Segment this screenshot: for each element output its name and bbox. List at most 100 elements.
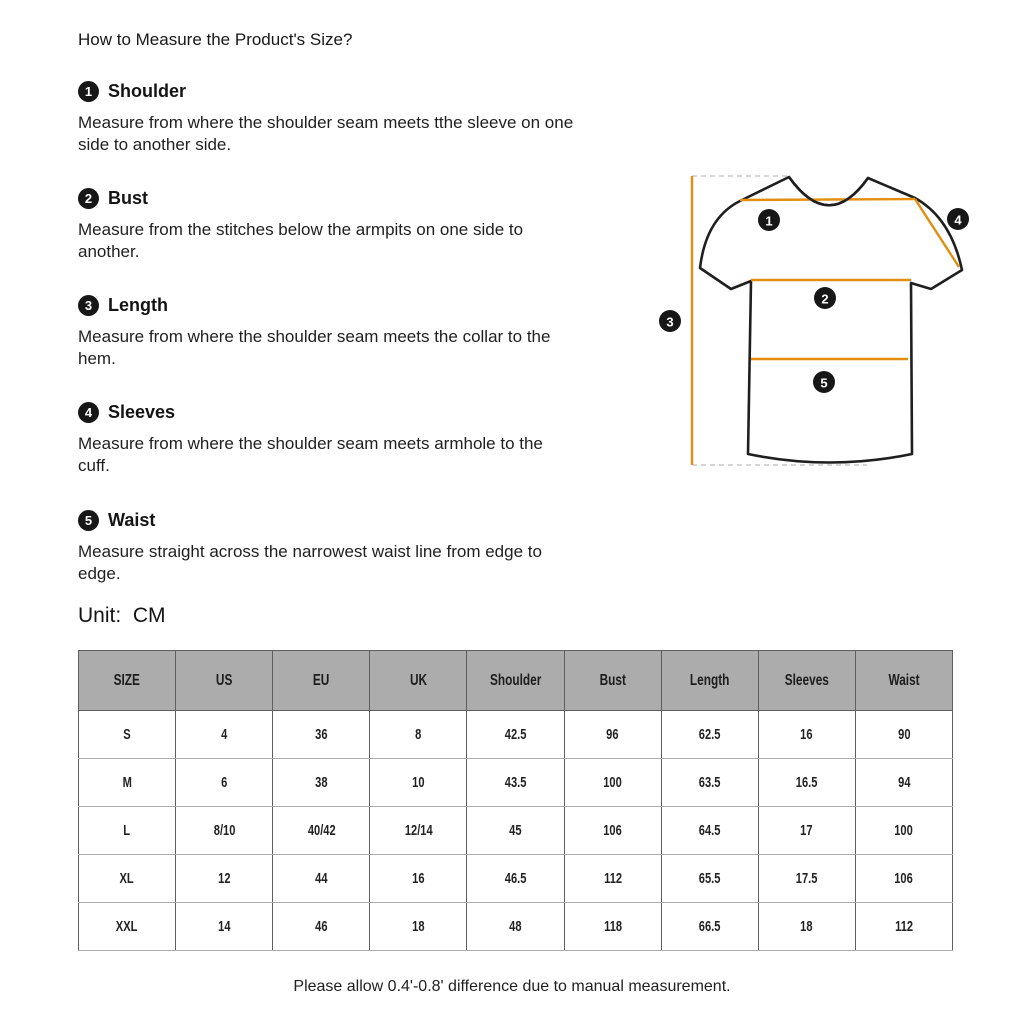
table-cell: 64.5 — [660, 806, 759, 855]
size-table-body: S 4 36 8 42.5 96 62.5 16 90 M 6 38 10 43.5 100 63.5 16.5… — [77, 710, 954, 951]
marker-sleeves: 4 — [947, 208, 969, 230]
table-cell: 66.5 — [660, 902, 759, 951]
col-header-size: SIZE — [77, 650, 177, 711]
table-cell: 16 — [369, 854, 468, 903]
table-row: M 6 38 10 43.5 100 63.5 16.5 94 — [77, 758, 954, 807]
section-shoulder: 1 Shoulder Measure from where the should… — [78, 79, 626, 156]
table-cell: 48 — [466, 902, 565, 951]
unit-label: Unit: CM — [78, 604, 166, 627]
table-cell: 112 — [563, 854, 662, 903]
table-header-row: SIZE US EU UK Shoulder Bust Length Sleev… — [77, 650, 954, 711]
table-cell: 106 — [854, 854, 954, 903]
section-label: Length — [108, 294, 168, 315]
table-cell: 18 — [757, 902, 856, 951]
table-cell: 90 — [854, 710, 954, 759]
table-cell: 46.5 — [466, 854, 565, 903]
table-row: L 8/10 40/42 12/14 45 106 64.5 17 100 — [77, 806, 954, 855]
svg-text:4: 4 — [954, 213, 962, 228]
table-cell: 65.5 — [660, 854, 759, 903]
table-cell: 42.5 — [466, 710, 565, 759]
step-number-badge: 5 — [78, 509, 99, 531]
table-cell: 38 — [272, 758, 371, 807]
section-label: Waist — [108, 509, 156, 530]
section-heading: 1 Shoulder — [78, 79, 626, 103]
col-header-eu: EU — [272, 650, 371, 711]
table-cell: 96 — [563, 710, 662, 759]
shoulder-measure-line — [739, 197, 916, 202]
table-cell: 36 — [272, 710, 371, 759]
sleeve-measure-line — [913, 198, 961, 268]
step-number-badge: 1 — [78, 80, 99, 102]
section-heading: 4 Sleeves — [78, 400, 626, 424]
table-cell: 12/14 — [369, 806, 468, 855]
col-header-waist: Waist — [854, 650, 954, 711]
table-cell: 16 — [757, 710, 856, 759]
col-header-bust: Bust — [563, 650, 662, 711]
col-header-sleeves: Sleeves — [757, 650, 856, 711]
marker-waist: 5 — [813, 371, 835, 393]
table-cell: 62.5 — [660, 710, 759, 759]
table-cell: 112 — [854, 902, 954, 951]
table-cell: 100 — [854, 806, 954, 855]
table-cell: 8/10 — [175, 806, 274, 855]
collar-curve — [787, 176, 870, 207]
col-header-length: Length — [660, 650, 759, 711]
table-cell: XL — [77, 854, 177, 903]
table-cell: 17 — [757, 806, 856, 855]
table-cell: L — [77, 806, 177, 855]
table-row: S 4 36 8 42.5 96 62.5 16 90 — [77, 710, 954, 759]
table-cell: 45 — [466, 806, 565, 855]
table-cell: 63.5 — [660, 758, 759, 807]
page-title: How to Measure the Product's Size? — [78, 30, 353, 49]
table-cell: 4 — [175, 710, 274, 759]
footnote: Please allow 0.4'-0.8' difference due to… — [293, 978, 731, 995]
section-heading: 5 Waist — [78, 508, 626, 532]
table-cell: 106 — [563, 806, 662, 855]
marker-length: 3 — [659, 310, 681, 332]
table-cell: 10 — [369, 758, 468, 807]
svg-text:1: 1 — [765, 214, 772, 229]
table-cell: 100 — [563, 758, 662, 807]
table-cell: 12 — [175, 854, 274, 903]
svg-text:5: 5 — [820, 376, 827, 391]
table-cell: 16.5 — [757, 758, 856, 807]
table-cell: XXL — [77, 902, 177, 951]
section-length: 3 Length Measure from where the shoulder… — [78, 293, 626, 370]
tshirt-measurement-diagram: 1 2 3 4 5 — [659, 175, 969, 466]
table-cell: 94 — [854, 758, 954, 807]
marker-shoulder: 1 — [758, 209, 780, 231]
section-heading: 2 Bust — [78, 186, 626, 210]
marker-bust: 2 — [814, 287, 836, 309]
section-label: Bust — [108, 187, 148, 208]
section-description: Measure from where the shoulder seam mee… — [78, 327, 551, 368]
section-description: Measure from where the shoulder seam mee… — [78, 113, 574, 154]
table-cell: 6 — [175, 758, 274, 807]
table-cell: 118 — [563, 902, 662, 951]
table-cell: 43.5 — [466, 758, 565, 807]
step-number-badge: 4 — [78, 401, 99, 423]
table-cell: 40/42 — [272, 806, 371, 855]
section-description: Measure from the stitches below the armp… — [78, 220, 524, 261]
section-bust: 2 Bust Measure from the stitches below t… — [78, 186, 626, 263]
table-row: XXL 14 46 18 48 118 66.5 18 112 — [77, 902, 954, 951]
step-number-badge: 3 — [78, 294, 99, 316]
section-description: Measure from where the shoulder seam mee… — [78, 434, 543, 475]
table-cell: 44 — [272, 854, 371, 903]
col-header-uk: UK — [369, 650, 468, 711]
col-header-shoulder: Shoulder — [466, 650, 565, 711]
section-waist: 5 Waist Measure straight across the narr… — [78, 508, 626, 585]
section-sleeves: 4 Sleeves Measure from where the shoulde… — [78, 400, 626, 477]
table-cell: 8 — [369, 710, 468, 759]
table-cell: M — [77, 758, 177, 807]
section-description: Measure straight across the narrowest wa… — [78, 542, 542, 583]
table-row: XL 12 44 16 46.5 112 65.5 17.5 106 — [77, 854, 954, 903]
section-label: Sleeves — [108, 401, 176, 422]
size-table: SIZE US EU UK Shoulder Bust Length Sleev… — [77, 650, 954, 951]
table-cell: 46 — [272, 902, 371, 951]
section-label: Shoulder — [108, 80, 187, 101]
col-header-us: US — [175, 650, 274, 711]
table-cell: S — [77, 710, 177, 759]
section-heading: 3 Length — [78, 293, 626, 317]
table-cell: 17.5 — [757, 854, 856, 903]
